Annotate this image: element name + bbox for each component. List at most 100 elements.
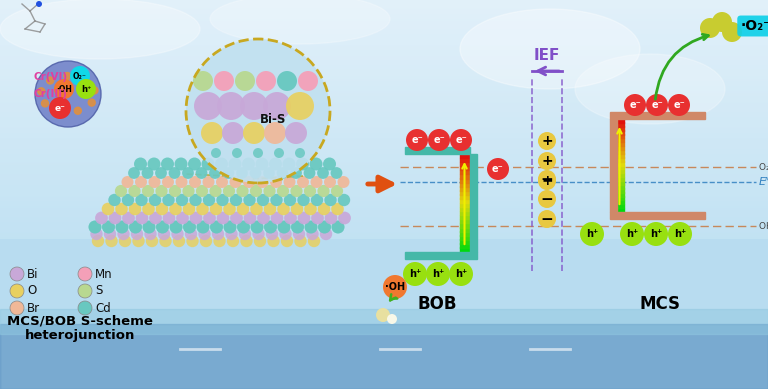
Circle shape (263, 167, 275, 179)
Circle shape (376, 308, 390, 322)
Circle shape (269, 158, 282, 170)
Text: Bi-S: Bi-S (260, 112, 286, 126)
Circle shape (171, 228, 184, 240)
Text: h⁺: h⁺ (650, 229, 662, 239)
Circle shape (487, 158, 509, 180)
Circle shape (64, 72, 71, 79)
Text: −: − (541, 212, 554, 226)
Circle shape (331, 203, 344, 215)
Circle shape (264, 221, 277, 233)
Circle shape (196, 185, 208, 197)
Text: Mn: Mn (95, 268, 113, 280)
Circle shape (135, 194, 147, 206)
Circle shape (155, 185, 167, 197)
Bar (615, 173, 624, 177)
Circle shape (88, 221, 101, 233)
Circle shape (201, 122, 223, 144)
Circle shape (229, 158, 241, 170)
Bar (460, 154, 469, 158)
Circle shape (161, 158, 174, 170)
Bar (460, 211, 469, 215)
Text: h⁺: h⁺ (81, 84, 91, 93)
Bar (405, 147, 470, 154)
Circle shape (304, 203, 316, 215)
Circle shape (270, 212, 283, 224)
Circle shape (10, 284, 24, 298)
Circle shape (38, 88, 45, 95)
Circle shape (276, 167, 289, 179)
Text: ·OH: ·OH (56, 84, 72, 93)
Circle shape (318, 221, 331, 233)
Bar (460, 231, 469, 236)
Circle shape (132, 235, 144, 247)
Circle shape (169, 203, 182, 215)
Bar (615, 123, 624, 127)
Text: e⁻: e⁻ (455, 135, 467, 145)
Circle shape (209, 167, 221, 179)
Circle shape (212, 228, 224, 240)
Circle shape (264, 221, 276, 233)
Text: Cr(III): Cr(III) (34, 89, 68, 99)
Circle shape (162, 176, 174, 188)
Circle shape (156, 221, 169, 233)
Bar (615, 169, 624, 173)
Circle shape (428, 129, 450, 151)
Bar (460, 198, 469, 203)
Circle shape (183, 185, 194, 197)
Circle shape (170, 221, 182, 233)
Circle shape (189, 194, 202, 206)
Bar (460, 162, 469, 166)
Circle shape (193, 71, 213, 91)
Circle shape (148, 176, 161, 188)
Circle shape (143, 221, 155, 233)
Circle shape (74, 107, 81, 114)
Circle shape (159, 235, 172, 247)
Circle shape (257, 212, 270, 224)
Text: O₂⁻: O₂⁻ (73, 72, 87, 81)
Circle shape (232, 148, 242, 158)
Bar (615, 119, 624, 123)
Circle shape (325, 212, 337, 224)
Circle shape (102, 221, 114, 233)
Circle shape (242, 158, 255, 170)
Circle shape (143, 221, 155, 233)
Ellipse shape (575, 54, 725, 124)
Bar (460, 174, 469, 179)
Bar (615, 153, 624, 158)
Circle shape (78, 301, 92, 315)
Circle shape (88, 99, 95, 106)
Circle shape (277, 203, 290, 215)
Circle shape (176, 194, 188, 206)
Circle shape (163, 212, 175, 224)
Circle shape (173, 235, 185, 247)
Bar (615, 208, 624, 212)
Bar (460, 247, 469, 252)
Circle shape (237, 221, 250, 233)
Bar (615, 138, 624, 142)
Ellipse shape (210, 0, 390, 44)
Circle shape (188, 158, 201, 170)
Text: e⁻: e⁻ (673, 100, 685, 110)
Bar (460, 239, 469, 244)
Circle shape (203, 212, 216, 224)
Text: h⁺: h⁺ (409, 269, 421, 279)
Circle shape (306, 228, 319, 240)
Circle shape (256, 158, 269, 170)
Bar (615, 134, 624, 138)
Circle shape (668, 222, 692, 246)
Bar (615, 161, 624, 165)
Text: O: O (27, 284, 36, 298)
Circle shape (304, 221, 317, 233)
Circle shape (169, 167, 180, 179)
Circle shape (278, 221, 290, 233)
Circle shape (251, 221, 263, 233)
Circle shape (263, 92, 291, 120)
Bar (610, 119, 617, 212)
Circle shape (129, 221, 142, 233)
Circle shape (668, 94, 690, 116)
Circle shape (104, 228, 116, 240)
Circle shape (105, 235, 118, 247)
Bar (610, 112, 705, 119)
Text: h⁺: h⁺ (626, 229, 638, 239)
Circle shape (129, 203, 141, 215)
